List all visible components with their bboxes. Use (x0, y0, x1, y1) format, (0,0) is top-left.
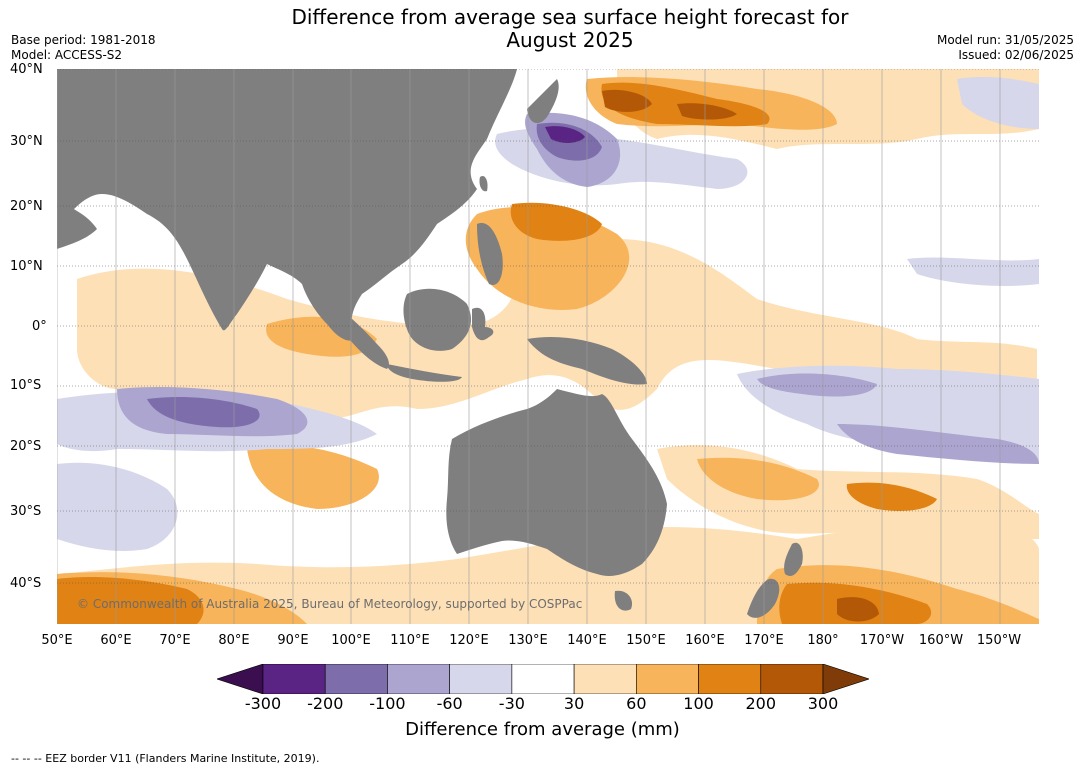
lon-tick-170w: 170°W (859, 633, 905, 648)
anomaly-region-medium-negative (757, 373, 877, 397)
land-masses (57, 69, 803, 618)
anomaly-region-very-strong-positive (602, 89, 652, 112)
land-australia (446, 389, 667, 576)
map-canvas (57, 69, 1039, 624)
colorbar-tick-label: 300 (807, 694, 839, 713)
colorbar-tick-label: 60 (626, 694, 647, 713)
lon-tick-160e: 160°E (685, 633, 725, 648)
title-line-2: August 2025 (506, 28, 634, 52)
land-asia (57, 69, 517, 341)
anomaly-region-medium-positive (697, 457, 819, 501)
anomaly-region-light-negative (907, 257, 1039, 286)
land-arabia (57, 199, 97, 249)
lat-tick-40n: 40°N (10, 62, 43, 77)
land-tasmania (614, 590, 633, 611)
lon-tick-130e: 130°E (508, 633, 548, 648)
colorbar-swatch (760, 664, 824, 694)
lat-tick-40s: 40°S (10, 576, 42, 591)
colorbar-tick-label: 30 (563, 694, 585, 713)
colorbar-tick-label: -200 (307, 694, 344, 713)
lon-tick-110e: 110°E (390, 633, 430, 648)
anomaly-region-strong-positive (846, 482, 937, 511)
copyright-notice: © Commonwealth of Australia 2025, Bureau… (77, 597, 583, 611)
model-name: Model: ACCESS-S2 (11, 48, 123, 62)
lat-tick-10n: 10°N (10, 259, 43, 274)
colorbar-swatch (324, 664, 388, 694)
land-sulawesi (472, 307, 494, 341)
colorbar-tick-label: -100 (369, 694, 406, 713)
anomaly-region-medium-positive (247, 445, 379, 509)
colorbar-swatch (698, 664, 762, 694)
anomaly-field (57, 69, 1039, 624)
footnote: -- -- -- EEZ border V11 (Flanders Marine… (11, 752, 320, 765)
anomaly-region-strong-positive (510, 202, 602, 241)
land-japan (527, 79, 559, 124)
lat-tick-30s: 30°S (10, 504, 42, 519)
map-panel: © Commonwealth of Australia 2025, Bureau… (57, 69, 1039, 624)
colorbar-extend-low (217, 664, 264, 694)
anomaly-region-medium-negative (837, 424, 1039, 464)
lon-tick-50e: 50°E (41, 633, 73, 648)
colorbar (217, 664, 869, 694)
colorbar-swatch (387, 664, 450, 694)
colorbar-swatch (262, 664, 326, 694)
land-philippines (477, 223, 503, 285)
colorbar-swatch (511, 664, 575, 694)
colorbar-swatch (573, 664, 637, 694)
lat-tick-0: 0° (32, 319, 47, 334)
lon-tick-90e: 90°E (277, 633, 309, 648)
lon-tick-100e: 100°E (331, 633, 371, 648)
lon-tick-150w: 150°W (976, 633, 1022, 648)
land-new-zealand (747, 542, 803, 618)
lon-tick-160w: 160°W (918, 633, 964, 648)
lon-tick-120e: 120°E (449, 633, 489, 648)
colorbar-tick-label: -300 (244, 694, 282, 713)
lon-tick-70e: 70°E (159, 633, 191, 648)
lon-tick-180: 180° (807, 633, 839, 648)
anomaly-region-light-negative (957, 76, 1039, 129)
anomaly-region-light-negative (57, 462, 178, 551)
lon-tick-170e: 170°E (744, 633, 784, 648)
colorbar-swatch (636, 664, 699, 694)
lon-tick-60e: 60°E (100, 633, 132, 648)
lat-tick-10s: 10°S (10, 378, 42, 393)
land-sumatra (322, 294, 389, 369)
chart-title: Difference from average sea surface heig… (200, 6, 940, 52)
lat-tick-20n: 20°N (10, 199, 43, 214)
lat-tick-20s: 20°S (10, 439, 42, 454)
lon-tick-80e: 80°E (218, 633, 250, 648)
anomaly-region-very-strong-positive (837, 597, 879, 622)
anomaly-region-strong-positive (57, 577, 204, 624)
anomaly-region-very-strong-negative (545, 126, 585, 143)
meridians (57, 69, 1001, 624)
colorbar-tick-label: 200 (745, 694, 777, 713)
land-taiwan (479, 175, 488, 192)
colorbar-tick-label: 100 (683, 694, 714, 713)
anomaly-region-very-strong-positive (677, 103, 737, 120)
colorbar-tick-label: -30 (498, 694, 525, 713)
lon-tick-140e: 140°E (567, 633, 607, 648)
issued-date: Issued: 02/06/2025 (958, 48, 1074, 62)
colorbar-title: Difference from average (mm) (405, 719, 680, 740)
meta-right: Model run: 31/05/2025 Issued: 02/06/2025 (937, 33, 1074, 63)
colorbar-swatch (449, 664, 513, 694)
title-line-1: Difference from average sea surface heig… (291, 5, 849, 29)
meta-left: Base period: 1981-2018 Model: ACCESS-S2 (11, 33, 156, 63)
model-run: Model run: 31/05/2025 (936, 33, 1074, 47)
base-period: Base period: 1981-2018 (11, 33, 156, 47)
lat-tick-30n: 30°N (10, 134, 43, 149)
lon-tick-150e: 150°E (626, 633, 666, 648)
land-borneo (403, 288, 472, 351)
colorbar-extend-high (822, 664, 869, 694)
colorbar-tick-label: -60 (436, 694, 463, 713)
land-java (387, 364, 462, 382)
